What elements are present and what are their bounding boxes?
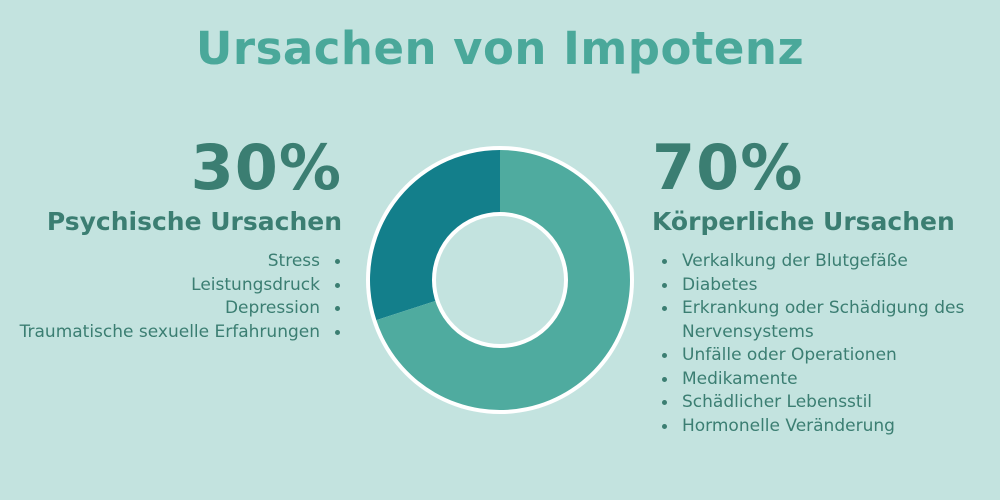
physical-causes-panel: 70% Körperliche Ursachen Verkalkung der … bbox=[652, 132, 997, 438]
bullet-icon bbox=[662, 376, 667, 382]
list-item-label: Depression bbox=[224, 298, 320, 318]
list-item: Depression bbox=[12, 297, 342, 321]
donut-hole bbox=[432, 212, 568, 348]
list-item: Diabetes bbox=[652, 274, 997, 298]
bullet-icon bbox=[662, 282, 667, 288]
list-item-label: Unfälle oder Operationen bbox=[682, 345, 897, 365]
donut-slice-psychological bbox=[370, 150, 500, 321]
list-item-label: Erkrankung oder Schädigung des Nervensys… bbox=[682, 298, 965, 342]
list-item: Medikamente bbox=[652, 368, 997, 392]
list-item: Erkrankung oder Schädigung des Nervensys… bbox=[652, 297, 997, 344]
list-item: Hormonelle Veränderung bbox=[652, 415, 997, 439]
physical-heading: Körperliche Ursachen bbox=[652, 207, 955, 236]
bullet-icon bbox=[662, 400, 667, 405]
bullet-icon bbox=[335, 306, 340, 311]
list-item-label: Hormonelle Veränderung bbox=[682, 415, 895, 436]
list-item: Verkalkung der Blutgefäße bbox=[652, 250, 997, 274]
physical-percent: 70% bbox=[652, 131, 804, 204]
psychological-causes-panel: 30% Psychische Ursachen Stress Leistungs… bbox=[12, 132, 342, 344]
list-item: Stress bbox=[12, 250, 342, 274]
physical-list: Verkalkung der Blutgefäße Diabetes Erkra… bbox=[652, 250, 997, 438]
donut-slice-physical bbox=[376, 150, 630, 410]
list-item: Leistungsdruck bbox=[12, 274, 342, 298]
psychological-list: Stress Leistungsdruck Depression Traumat… bbox=[12, 250, 342, 344]
psychological-percent: 30% bbox=[190, 131, 342, 204]
list-item: Schädlicher Lebensstil bbox=[652, 391, 997, 415]
bullet-icon bbox=[335, 329, 340, 335]
bullet-icon bbox=[662, 259, 667, 264]
donut-chart bbox=[366, 146, 634, 414]
list-item: Unfälle oder Operationen bbox=[652, 344, 997, 368]
list-item-label: Schädlicher Lebensstil bbox=[682, 392, 873, 412]
psychological-heading: Psychische Ursachen bbox=[46, 207, 342, 236]
list-item-label: Diabetes bbox=[682, 274, 758, 295]
bullet-icon bbox=[335, 282, 340, 288]
bullet-icon bbox=[662, 306, 667, 311]
list-item-label: Verkalkung der Blutgefäße bbox=[682, 251, 908, 271]
chart-title: Ursachen von Impotenz bbox=[195, 22, 805, 75]
list-item-label: Leistungsdruck bbox=[191, 274, 320, 295]
bullet-icon bbox=[662, 353, 667, 358]
bullet-icon bbox=[335, 259, 340, 264]
list-item-label: Traumatische sexuelle Erfahrungen bbox=[19, 321, 320, 342]
list-item-label: Medikamente bbox=[682, 368, 798, 389]
list-item: Traumatische sexuelle Erfahrungen bbox=[12, 321, 342, 345]
list-item-label: Stress bbox=[267, 251, 320, 271]
bullet-icon bbox=[662, 423, 667, 429]
